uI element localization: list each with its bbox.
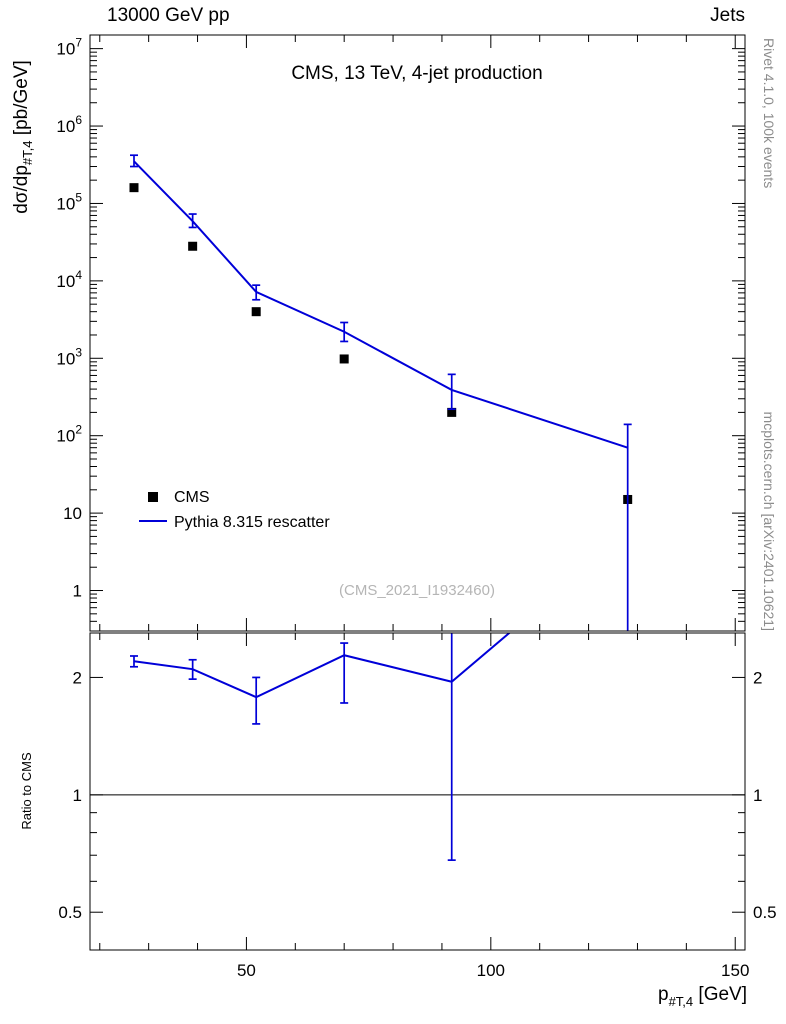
tick-layer — [90, 35, 745, 950]
rivet-version-credit: Rivet 4.1.0, 100k events — [761, 38, 777, 188]
y-tick-label: 106 — [56, 113, 82, 136]
y-tick-exponent: 2 — [75, 423, 82, 437]
cms-data-point — [447, 407, 457, 417]
ratio-tick-label: 2 — [73, 668, 82, 687]
ratio-tick-label: 0.5 — [58, 903, 82, 922]
cms-data-point — [339, 354, 349, 364]
x-axis-label: p#T,4 [GeV] — [658, 984, 747, 1009]
x-axis-label-unit: [GeV] — [693, 984, 747, 1005]
y-tick-label: 10 — [63, 504, 82, 523]
x-tick-label: 50 — [237, 961, 256, 980]
legend-label-pythia: Pythia 8.315 rescatter — [174, 514, 330, 531]
ratio-tick-label-right: 1 — [753, 786, 762, 805]
pythia-line — [133, 160, 628, 449]
y-tick-exponent: 7 — [75, 36, 82, 50]
y-tick-exponent: 5 — [75, 190, 82, 204]
plot-title: CMS, 13 TeV, 4-jet production — [291, 63, 542, 84]
cms-data-point — [129, 183, 139, 193]
x-tick-label: 150 — [721, 961, 749, 980]
tick-label-layer: 50 100 150 1 10 102 103 104 105 106 107 0.5 0.5 1 1 2 2 — [56, 36, 776, 980]
y-tick-exponent: 6 — [75, 113, 82, 127]
y-tick-label: 1 — [73, 582, 82, 601]
mcplots-credit: mcplots.cern.ch [arXiv:2401.10621] — [761, 412, 777, 631]
ratio-tick-label-right: 2 — [753, 668, 762, 687]
y-axis-label-unit: [pb/GeV] — [11, 60, 32, 140]
x-axis-label-base: p — [658, 984, 669, 1005]
y-tick-label: 107 — [56, 36, 82, 59]
y-tick-label: 105 — [56, 190, 82, 213]
main-plot-frame — [89, 34, 746, 632]
y-tick-exponent: 4 — [75, 268, 82, 282]
main-panel-data-layer — [129, 154, 633, 631]
y-tick-label: 104 — [56, 268, 82, 291]
ratio-tick-label: 1 — [73, 786, 82, 805]
y-tick-exponent: 3 — [75, 345, 82, 359]
cms-data-point — [251, 307, 261, 317]
analysis-type-label: Jets — [710, 5, 745, 26]
cms-data-point — [188, 241, 198, 251]
legend-label-cms: CMS — [174, 489, 210, 506]
y-axis-label-base: dσ/dp — [11, 165, 32, 214]
x-tick-label: 100 — [477, 961, 505, 980]
ratio-line — [133, 633, 511, 699]
beam-energy-label: 13000 GeV pp — [107, 5, 230, 26]
ratio-plot-frame — [89, 632, 746, 951]
x-axis-label-sub: #T,4 — [669, 994, 694, 1009]
ratio-panel-data-layer — [90, 633, 745, 861]
cms-legend-marker — [148, 492, 158, 502]
y-axis-label: dσ/dp#T,4 [pb/GeV] — [11, 60, 35, 214]
ratio-axis-label: Ratio to CMS — [19, 752, 34, 830]
y-axis-label-sub: #T,4 — [20, 140, 35, 165]
y-tick-label: 102 — [56, 423, 82, 446]
legend: CMS Pythia 8.315 rescatter — [139, 489, 330, 531]
y-tick-label: 103 — [56, 345, 82, 368]
ratio-tick-label-right: 0.5 — [753, 903, 777, 922]
analysis-id-watermark: (CMS_2021_I1932460) — [339, 582, 495, 599]
